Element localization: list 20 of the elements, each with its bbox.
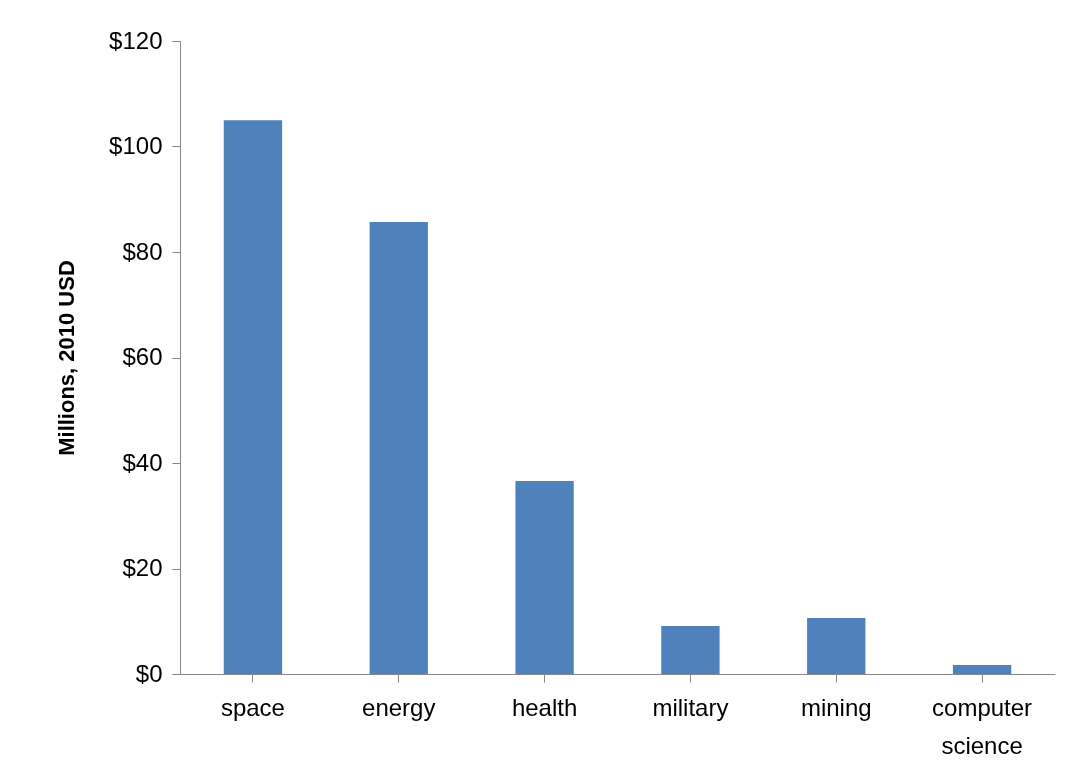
y-tick-label: $100 <box>109 132 163 159</box>
bar <box>661 626 720 674</box>
y-tick-label: $0 <box>135 659 163 687</box>
x-tick-label: health <box>511 693 578 721</box>
y-tick-label: $40 <box>122 448 163 476</box>
x-tick-label: mining <box>800 693 872 721</box>
y-tick-label: $80 <box>122 237 163 265</box>
x-tick-label: computer science <box>932 693 1033 759</box>
bar <box>223 120 283 674</box>
bar <box>515 480 574 674</box>
x-tick-label: energy <box>362 693 436 721</box>
y-tick-label: $20 <box>122 554 163 581</box>
bar <box>369 221 428 674</box>
y-tick-label: $120 <box>109 26 163 54</box>
y-axis-title: Millions, 2010 USD <box>54 260 80 456</box>
bar <box>807 618 866 674</box>
x-tick-label: military <box>652 693 729 721</box>
bar <box>952 665 1012 674</box>
x-tick-label: space <box>220 693 285 721</box>
y-tick-label: $60 <box>122 343 163 370</box>
